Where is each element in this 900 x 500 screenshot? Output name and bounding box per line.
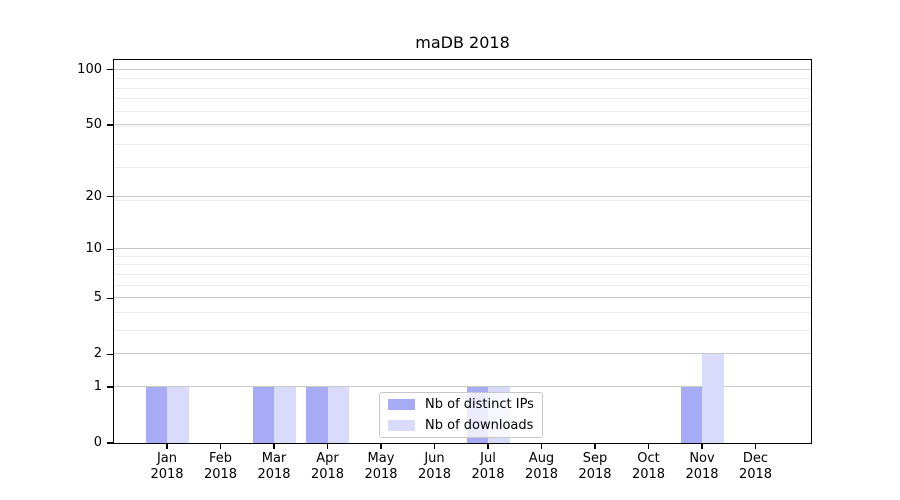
x-tick-mark-jun-2018 (433, 443, 436, 449)
y-tick-mark-10 (107, 248, 114, 250)
gridline-3 (114, 329, 811, 331)
grid-layer (114, 60, 811, 443)
y-tick-label-2: 2 (93, 346, 102, 362)
y-tick-mark-0 (107, 442, 114, 444)
bar-nb-of-downloads-mar-2018 (274, 386, 296, 443)
y-tick-label-20: 20 (85, 188, 102, 204)
legend-label-downloads: Nb of downloads (425, 417, 534, 433)
chart-title: maDB 2018 (415, 33, 510, 52)
x-tick-label-aug-2018: Aug 2018 (524, 451, 559, 482)
y-tick-mark-1 (107, 386, 114, 388)
y-tick-mark-5 (107, 297, 114, 299)
x-tick-label-apr-2018: Apr 2018 (310, 451, 345, 482)
gridline-2 (114, 353, 811, 355)
x-tick-label-may-2018: May 2018 (364, 451, 398, 482)
x-tick-label-feb-2018: Feb 2018 (203, 451, 238, 482)
bar-nb-of-downloads-nov-2018 (702, 354, 724, 443)
x-tick-label-nov-2018: Nov 2018 (685, 451, 719, 482)
bar-nb-of-distinct-ips-nov-2018 (680, 386, 702, 443)
gridline-1 (114, 385, 811, 387)
y-tick-label-100: 100 (77, 61, 102, 77)
x-tick-label-jan-2018: Jan 2018 (150, 451, 184, 482)
x-tick-mark-dec-2018 (754, 443, 757, 449)
bar-nb-of-distinct-ips-mar-2018 (252, 386, 274, 443)
x-tick-mark-apr-2018 (326, 443, 329, 449)
plot-area (114, 60, 811, 443)
x-tick-mark-sep-2018 (594, 443, 596, 449)
x-tick-label-mar-2018: Mar 2018 (257, 451, 291, 482)
gridline-79 (114, 87, 811, 89)
y-tick-label-5: 5 (93, 290, 102, 306)
x-tick-mark-jul-2018 (487, 443, 489, 449)
legend-label-distinct-ips: Nb of distinct IPs (425, 397, 534, 413)
gridline-6 (114, 284, 811, 286)
gridline-89 (114, 78, 811, 80)
y-tick-mark-20 (107, 196, 114, 198)
gridline-59 (114, 110, 811, 112)
gridline-20 (114, 195, 811, 197)
y-tick-label-0: 0 (93, 435, 102, 450)
x-tick-mark-feb-2018 (219, 443, 222, 449)
bar-nb-of-distinct-ips-apr-2018 (306, 386, 328, 443)
gridline-19 (114, 199, 811, 201)
bar-layer (114, 60, 811, 443)
legend-item-downloads: Nb of downloads (380, 416, 542, 434)
gridline-50 (114, 124, 811, 125)
bar-nb-of-downloads-apr-2018 (327, 386, 349, 443)
y-tick-label-1: 1 (93, 378, 102, 394)
gridline-7 (114, 273, 811, 275)
legend: Nb of distinct IPs Nb of downloads (379, 392, 543, 438)
x-tick-mark-mar-2018 (273, 443, 275, 449)
gridline-9 (114, 255, 811, 257)
legend-item-distinct-ips: Nb of distinct IPs (380, 396, 542, 414)
bar-nb-of-downloads-jan-2018 (167, 386, 189, 443)
gridline-100 (114, 68, 811, 70)
x-tick-label-oct-2018: Oct 2018 (631, 451, 666, 482)
x-tick-mark-jan-2018 (166, 443, 168, 449)
legend-swatch-distinct-ips (388, 399, 415, 411)
y-tick-mark-2 (107, 353, 114, 355)
x-tick-mark-nov-2018 (701, 443, 703, 449)
gridline-69 (114, 98, 811, 100)
gridline-10 (114, 248, 811, 250)
y-tick-label-10: 10 (85, 241, 102, 257)
y-tick-mark-50 (107, 124, 114, 126)
bar-nb-of-distinct-ips-jan-2018 (145, 386, 167, 443)
gridline-4 (114, 311, 811, 313)
gridline-8 (114, 264, 811, 266)
x-tick-label-dec-2018: Dec 2018 (738, 451, 773, 482)
gridline-5 (114, 297, 811, 299)
x-tick-label-sep-2018: Sep 2018 (578, 451, 612, 482)
gridline-39 (114, 143, 811, 145)
x-tick-mark-aug-2018 (540, 443, 543, 449)
legend-swatch-downloads (388, 419, 415, 431)
x-tick-mark-may-2018 (380, 443, 382, 449)
y-tick-label-50: 50 (85, 117, 102, 132)
gridline-29 (114, 167, 811, 168)
y-tick-mark-100 (107, 69, 114, 71)
x-tick-label-jun-2018: Jun 2018 (417, 451, 452, 482)
x-tick-mark-oct-2018 (647, 443, 650, 449)
x-tick-label-jul-2018: Jul 2018 (471, 451, 505, 482)
gridline-49 (114, 125, 811, 127)
